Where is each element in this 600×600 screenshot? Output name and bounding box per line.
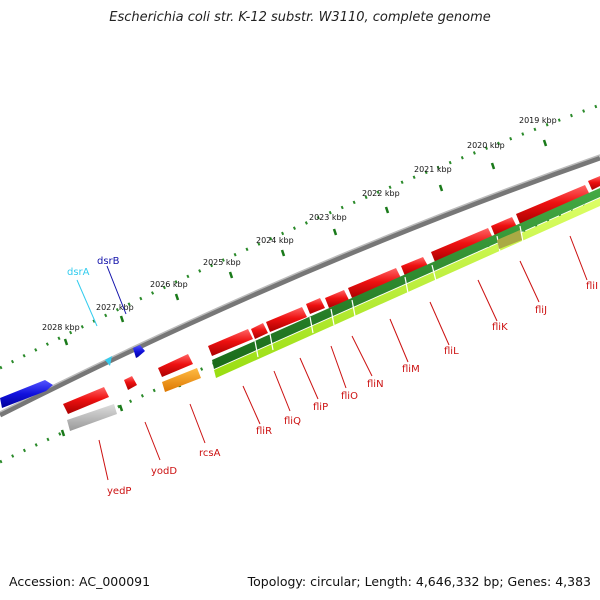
genome-backbone [0, 155, 600, 418]
genome-stats-text: Topology: circular; Length: 4,646,332 bp… [247, 574, 591, 589]
gene-feature [348, 268, 401, 298]
gene-feature [401, 257, 428, 276]
gene-label-fliK: fliK [492, 322, 508, 333]
kbp-label: 2019 kbp [519, 116, 557, 125]
accession-text: Accession: AC_000091 [9, 574, 151, 589]
gene-label-fliO: fliO [341, 391, 358, 402]
gene-yodD-feature [124, 376, 137, 390]
callout-lines [98, 235, 588, 481]
gene-feature [588, 176, 600, 190]
gene-label-yedP: yedP [107, 486, 131, 497]
gene-label-fliR: fliR [256, 426, 272, 437]
outer-major-ticks [63, 139, 548, 346]
kbp-label: 2020 kbp [467, 141, 505, 150]
gene-feature [325, 290, 349, 308]
green-segment [212, 188, 600, 369]
kbp-label: 2026 kbp [150, 280, 188, 289]
gene-dsrB-feature [133, 345, 145, 358]
gene-label-dsrA: dsrA [67, 267, 90, 278]
callout-dsrB [106, 265, 127, 315]
gene-label-fliQ: fliQ [284, 416, 301, 427]
gene-label-fliL: fliL [444, 346, 459, 357]
gene-feature [266, 307, 307, 332]
gene-label-fliI: fliI [586, 281, 598, 292]
kbp-label: 2024 kbp [256, 236, 294, 245]
kbp-label: 2025 kbp [203, 258, 241, 267]
forward-genes [63, 176, 600, 414]
gene-label-fliP: fliP [313, 402, 328, 413]
genome-backbone-highlight [0, 154, 600, 413]
gene-feature [516, 185, 590, 224]
kbp-label: 2021 kbp [414, 165, 452, 174]
kbp-label: 2027 kbp [96, 303, 134, 312]
gene-label-dsrB: dsrB [97, 256, 120, 267]
gene-rcsA-feature [162, 368, 201, 392]
gene-left-blue [0, 380, 53, 408]
gene-label-fliM: fliM [402, 364, 420, 375]
kbp-labels: 2019 kbp 2020 kbp 2021 kbp 2022 kbp 2023… [42, 116, 557, 332]
gene-label-yodD: yodD [151, 466, 177, 477]
gene-feature [158, 354, 193, 377]
gene-feature [431, 228, 493, 262]
olive-segment [497, 230, 522, 249]
rna-dsrA-feature [105, 356, 112, 366]
map-title: Escherichia coli str. K-12 substr. W3110… [109, 10, 491, 25]
gene-grey-feature [67, 404, 117, 431]
kbp-label: 2023 kbp [309, 213, 347, 222]
gene-yedP-feature [63, 387, 109, 414]
kbp-label: 2022 kbp [362, 189, 400, 198]
gene-label-fliJ: fliJ [535, 305, 547, 316]
gene-labels: dsrA dsrB yedP yodD rcsA fliR fliQ fliP … [67, 256, 598, 497]
gene-feature [306, 298, 325, 314]
gene-feature [491, 217, 517, 236]
gene-feature [251, 323, 268, 339]
green-operon-track [212, 188, 600, 378]
gene-label-fliN: fliN [367, 379, 384, 390]
callout-dsrA [76, 279, 98, 327]
kbp-label: 2028 kbp [42, 323, 80, 332]
gene-label-rcsA: rcsA [199, 448, 221, 459]
gene-feature [208, 329, 253, 356]
